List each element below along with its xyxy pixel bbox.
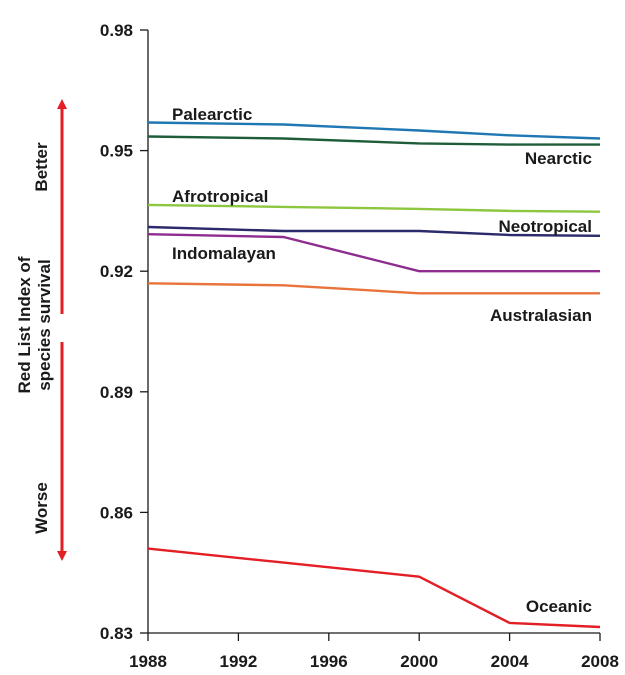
y-tick-label: 0.98 — [100, 21, 133, 40]
x-tick-label: 1992 — [219, 652, 257, 671]
series-line-oceanic — [147, 547, 601, 629]
series-label-nearctic: Nearctic — [525, 149, 592, 168]
series-line-nearctic — [147, 135, 600, 146]
x-tick-label: 2004 — [491, 652, 529, 671]
y-tick-label: 0.83 — [100, 624, 133, 643]
y-axis-title: Red List Index of species survival — [15, 256, 54, 393]
x-tick-label: 2008 — [581, 652, 619, 671]
y-tick-label: 0.89 — [100, 383, 133, 402]
series-line-palearctic — [147, 121, 601, 140]
series-label-afrotropical: Afrotropical — [172, 187, 268, 206]
y-tick-label: 0.95 — [100, 142, 133, 161]
y-tick-label: 0.92 — [100, 262, 133, 281]
y-axis-title-line: Red List Index of — [15, 256, 34, 393]
series-label-australasian: Australasian — [490, 306, 592, 325]
x-tick-label: 1996 — [310, 652, 348, 671]
series-label-indomalayan: Indomalayan — [172, 244, 276, 263]
worse-label: Worse — [32, 482, 51, 534]
x-tick-label: 1988 — [129, 652, 167, 671]
series-line-neotropical — [147, 225, 601, 237]
series-label-neotropical: Neotropical — [498, 217, 592, 236]
series-label-palearctic: Palearctic — [172, 105, 252, 124]
series-line-indomalayan — [147, 233, 600, 273]
x-tick-label: 2000 — [400, 652, 438, 671]
y-axis-title-line: species survival — [35, 259, 54, 390]
series-label-oceanic: Oceanic — [526, 597, 592, 616]
better-label: Better — [32, 142, 51, 192]
series-line-australasian — [147, 282, 600, 295]
series-line-afrotropical — [147, 203, 601, 213]
y-tick-label: 0.86 — [100, 503, 133, 522]
